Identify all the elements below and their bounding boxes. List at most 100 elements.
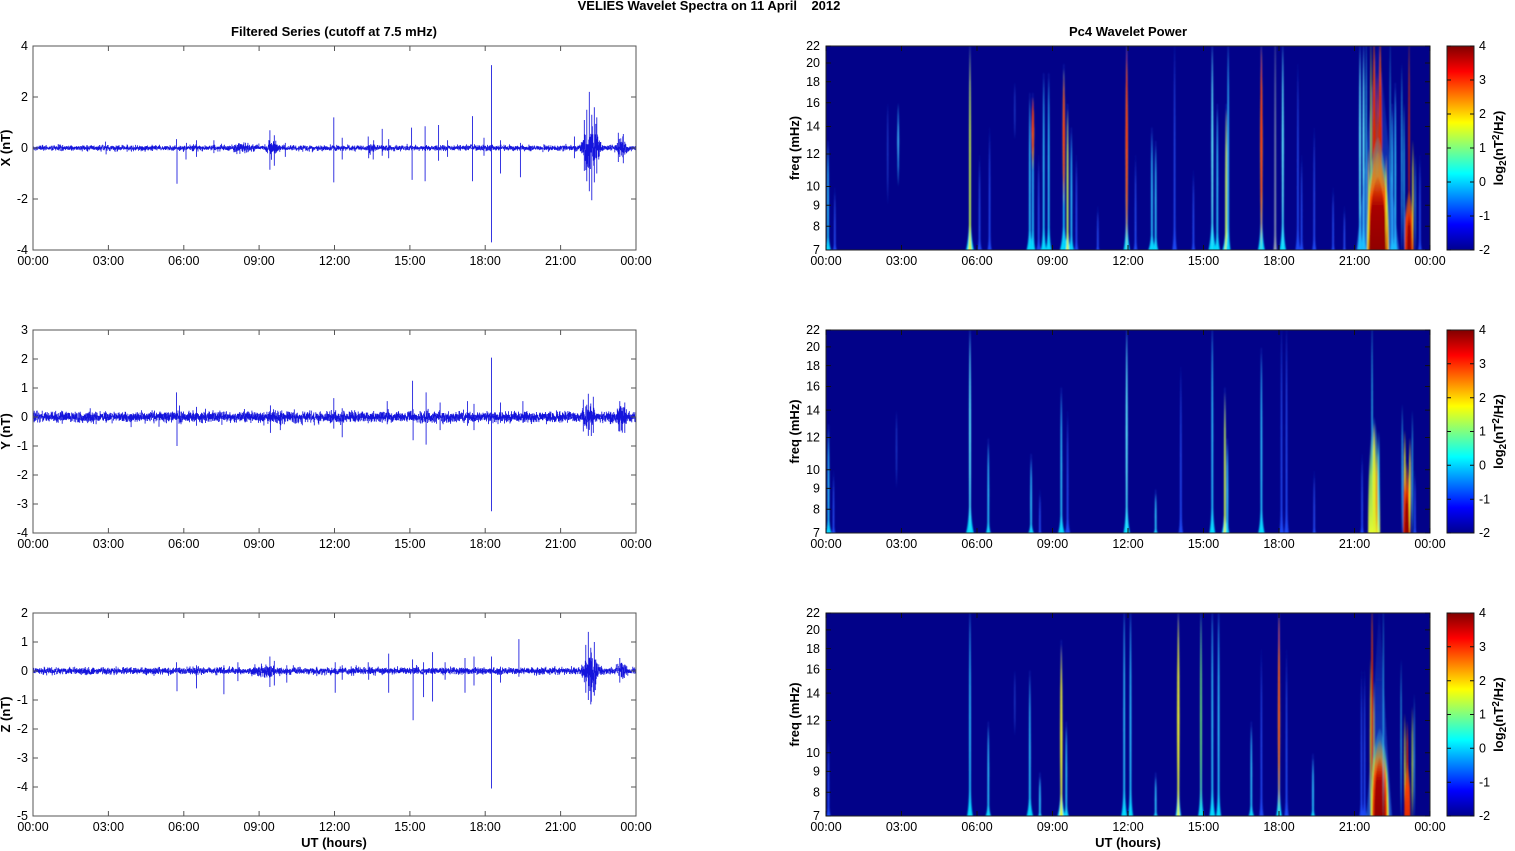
- svg-text:21:00: 21:00: [545, 254, 576, 268]
- svg-text:15:00: 15:00: [1188, 537, 1219, 551]
- svg-text:09:00: 09:00: [243, 537, 274, 551]
- svg-text:log2(nT2/Hz): log2(nT2/Hz): [1491, 394, 1509, 469]
- svg-text:09:00: 09:00: [243, 254, 274, 268]
- svg-text:21:00: 21:00: [545, 820, 576, 834]
- svg-text:9: 9: [813, 765, 820, 779]
- svg-text:15:00: 15:00: [1188, 254, 1219, 268]
- svg-text:16: 16: [806, 663, 820, 677]
- svg-text:15:00: 15:00: [394, 254, 425, 268]
- svg-text:-2: -2: [1479, 809, 1490, 823]
- svg-text:16: 16: [806, 96, 820, 110]
- svg-text:18:00: 18:00: [470, 254, 501, 268]
- svg-text:2: 2: [1479, 391, 1486, 405]
- svg-text:-1: -1: [1479, 775, 1490, 789]
- svg-text:4: 4: [1479, 39, 1486, 53]
- svg-text:-2: -2: [17, 468, 28, 482]
- svg-text:20: 20: [806, 623, 820, 637]
- svg-text:15:00: 15:00: [1188, 820, 1219, 834]
- svg-text:21:00: 21:00: [1339, 537, 1370, 551]
- svg-text:-1: -1: [17, 439, 28, 453]
- svg-text:18:00: 18:00: [1263, 537, 1294, 551]
- svg-text:12: 12: [806, 147, 820, 161]
- svg-text:14: 14: [806, 686, 820, 700]
- svg-text:4: 4: [1479, 323, 1486, 337]
- svg-text:4: 4: [1479, 606, 1486, 620]
- svg-text:18: 18: [806, 359, 820, 373]
- svg-text:09:00: 09:00: [243, 820, 274, 834]
- svg-text:20: 20: [806, 340, 820, 354]
- svg-text:10: 10: [806, 463, 820, 477]
- svg-text:14: 14: [806, 120, 820, 134]
- svg-text:00:00: 00:00: [17, 254, 48, 268]
- svg-text:18: 18: [806, 75, 820, 89]
- svg-text:00:00: 00:00: [620, 254, 651, 268]
- svg-text:1: 1: [1479, 141, 1486, 155]
- svg-text:2: 2: [21, 606, 28, 620]
- svg-text:0: 0: [21, 141, 28, 155]
- svg-text:-5: -5: [17, 809, 28, 823]
- svg-text:15:00: 15:00: [394, 820, 425, 834]
- svg-text:00:00: 00:00: [620, 537, 651, 551]
- svg-text:1: 1: [21, 635, 28, 649]
- svg-text:00:00: 00:00: [810, 537, 841, 551]
- svg-text:0: 0: [1479, 459, 1486, 473]
- svg-text:2: 2: [21, 352, 28, 366]
- svg-text:3: 3: [1479, 73, 1486, 87]
- svg-text:-4: -4: [17, 243, 28, 257]
- svg-text:-2: -2: [17, 722, 28, 736]
- svg-text:-2: -2: [1479, 526, 1490, 540]
- svg-text:8: 8: [813, 786, 820, 800]
- svg-text:06:00: 06:00: [168, 820, 199, 834]
- svg-text:UT (hours): UT (hours): [1095, 835, 1161, 850]
- svg-text:9: 9: [813, 198, 820, 212]
- svg-text:06:00: 06:00: [961, 254, 992, 268]
- svg-text:00:00: 00:00: [1414, 537, 1445, 551]
- svg-text:20: 20: [806, 56, 820, 70]
- svg-text:Pc4 Wavelet Power: Pc4 Wavelet Power: [1069, 24, 1187, 39]
- svg-text:log2(nT2/Hz): log2(nT2/Hz): [1491, 677, 1509, 752]
- svg-text:03:00: 03:00: [886, 820, 917, 834]
- svg-text:1: 1: [1479, 708, 1486, 722]
- svg-text:18:00: 18:00: [1263, 254, 1294, 268]
- svg-text:X (nT): X (nT): [0, 130, 13, 167]
- svg-text:UT (hours): UT (hours): [301, 835, 367, 850]
- svg-text:Z (nT): Z (nT): [0, 696, 13, 732]
- svg-text:-4: -4: [17, 526, 28, 540]
- svg-text:09:00: 09:00: [1037, 254, 1068, 268]
- svg-text:2: 2: [1479, 107, 1486, 121]
- svg-text:12: 12: [806, 431, 820, 445]
- svg-text:7: 7: [813, 526, 820, 540]
- svg-text:03:00: 03:00: [886, 537, 917, 551]
- svg-text:-1: -1: [17, 693, 28, 707]
- svg-text:3: 3: [1479, 357, 1486, 371]
- svg-text:freq (mHz): freq (mHz): [787, 682, 802, 746]
- svg-text:0: 0: [1479, 742, 1486, 756]
- svg-text:22: 22: [806, 606, 820, 620]
- svg-text:12:00: 12:00: [319, 254, 350, 268]
- svg-text:22: 22: [806, 323, 820, 337]
- svg-text:freq (mHz): freq (mHz): [787, 116, 802, 180]
- svg-text:03:00: 03:00: [93, 820, 124, 834]
- svg-text:0: 0: [1479, 175, 1486, 189]
- svg-text:freq (mHz): freq (mHz): [787, 399, 802, 463]
- svg-text:06:00: 06:00: [168, 254, 199, 268]
- svg-text:0: 0: [21, 664, 28, 678]
- svg-text:-3: -3: [17, 751, 28, 765]
- svg-text:06:00: 06:00: [168, 537, 199, 551]
- svg-text:1: 1: [1479, 425, 1486, 439]
- svg-text:Y (nT): Y (nT): [0, 413, 13, 450]
- svg-text:-1: -1: [1479, 209, 1490, 223]
- svg-text:00:00: 00:00: [620, 820, 651, 834]
- svg-text:03:00: 03:00: [93, 254, 124, 268]
- svg-text:00:00: 00:00: [1414, 254, 1445, 268]
- svg-text:21:00: 21:00: [545, 537, 576, 551]
- svg-text:VELIES Wavelet Spectra on 11 A: VELIES Wavelet Spectra on 11 April 2012: [578, 0, 841, 13]
- svg-text:9: 9: [813, 482, 820, 496]
- svg-text:-1: -1: [1479, 492, 1490, 506]
- svg-text:14: 14: [806, 403, 820, 417]
- svg-text:-2: -2: [1479, 243, 1490, 257]
- svg-text:00:00: 00:00: [17, 537, 48, 551]
- svg-text:18:00: 18:00: [470, 537, 501, 551]
- svg-text:7: 7: [813, 809, 820, 823]
- svg-text:10: 10: [806, 746, 820, 760]
